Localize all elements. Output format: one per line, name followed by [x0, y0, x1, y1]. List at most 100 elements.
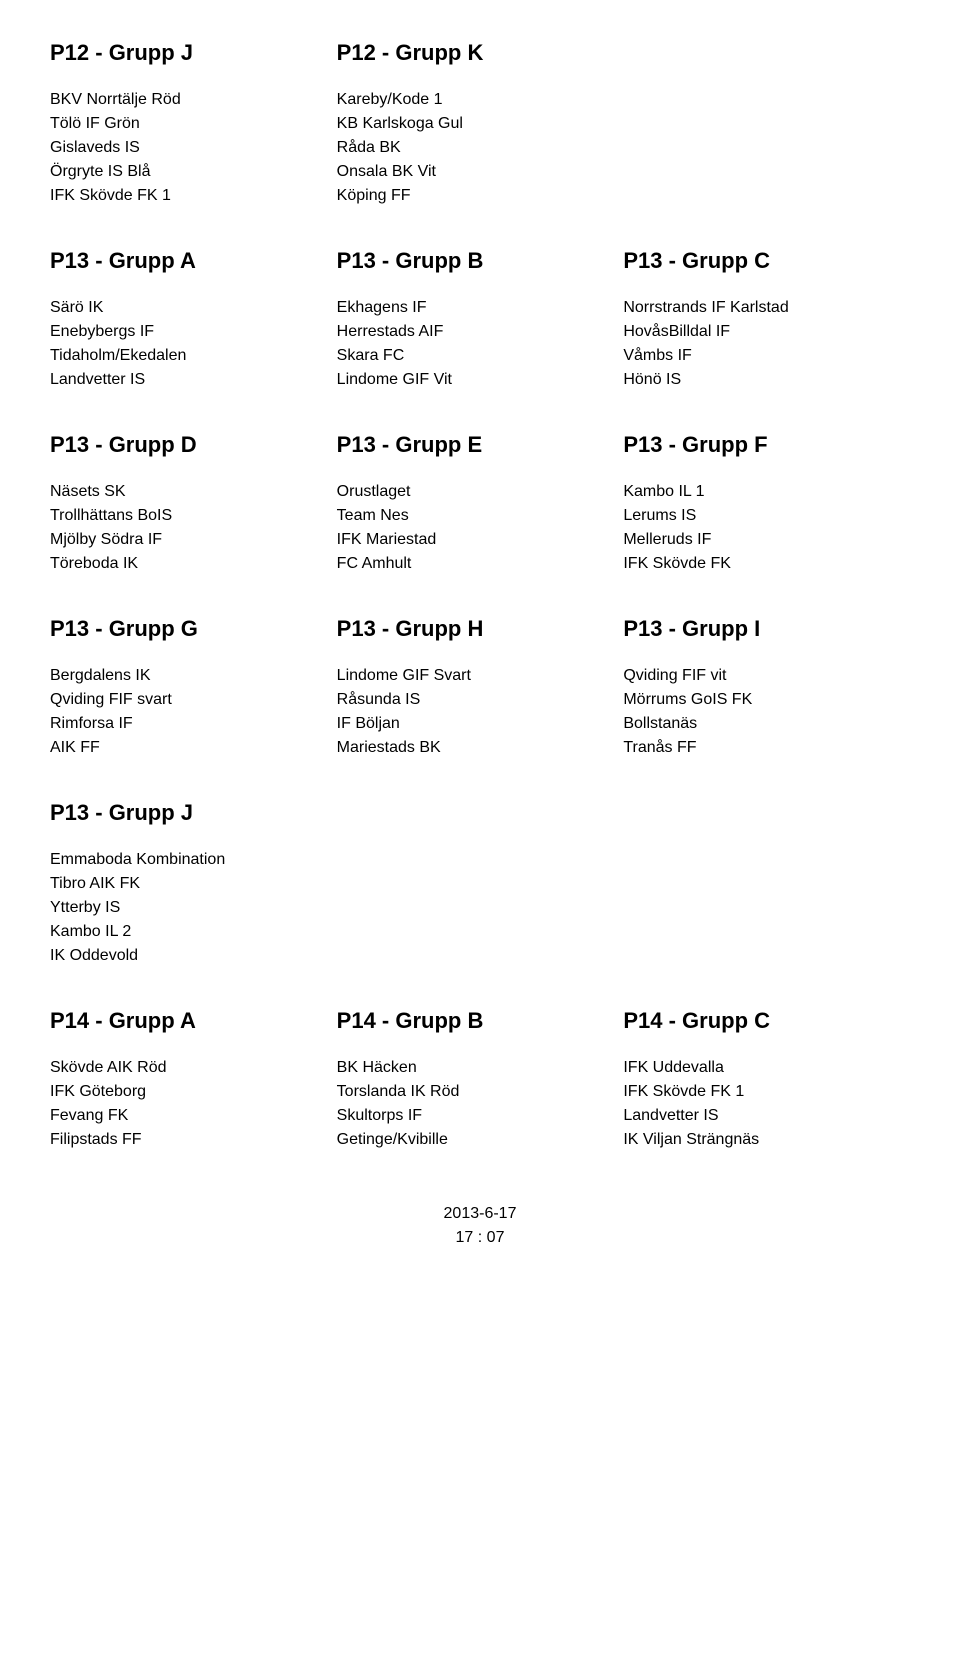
- team-name: Hönö IS: [623, 368, 910, 392]
- team-name: Filipstads FF: [50, 1128, 337, 1152]
- team-name: Örgryte IS Blå: [50, 160, 337, 184]
- team-name: Ytterby IS: [50, 896, 337, 920]
- team-name: Herrestads AIF: [337, 320, 624, 344]
- team-name: Qviding FIF vit: [623, 664, 910, 688]
- team-name: FC Amhult: [337, 552, 624, 576]
- team-name: Kambo IL 2: [50, 920, 337, 944]
- team-name: Tölö IF Grön: [50, 112, 337, 136]
- team-name: Orustlaget: [337, 480, 624, 504]
- footer: 2013-6-17 17 : 07: [50, 1202, 910, 1250]
- group-column: P12 - Grupp K Kareby/Kode 1KB Karlskoga G…: [337, 40, 624, 208]
- group-heading: P12 - Grupp J: [50, 40, 337, 66]
- group-column: P14 - Grupp BBK HäckenTorslanda IK RödSk…: [337, 1008, 624, 1152]
- team-name: KB Karlskoga Gul: [337, 112, 624, 136]
- group-row: P13 - Grupp DNäsets SKTrollhättans BoISM…: [50, 432, 910, 576]
- team-name: IFK Uddevalla: [623, 1056, 910, 1080]
- team-name: Enebybergs IF: [50, 320, 337, 344]
- team-name: Bergdalens IK: [50, 664, 337, 688]
- team-name: Landvetter IS: [623, 1104, 910, 1128]
- team-name: Kareby/Kode 1: [337, 88, 624, 112]
- team-name: IFK Skövde FK: [623, 552, 910, 576]
- group-heading: P14 - Grupp C: [623, 1008, 910, 1034]
- team-name: Lerums IS: [623, 504, 910, 528]
- group-column: P13 - Grupp E OrustlagetTeam NesIFK Marie…: [337, 432, 624, 576]
- group-heading: P13 - Grupp D: [50, 432, 337, 458]
- team-name: HovåsBilldal IF: [623, 320, 910, 344]
- team-name: BKV Norrtälje Röd: [50, 88, 337, 112]
- group-heading: P13 - Grupp A: [50, 248, 337, 274]
- group-heading: P13 - Grupp G: [50, 616, 337, 642]
- group-row: P13 - Grupp G Bergdalens IKQviding FIF sv…: [50, 616, 910, 760]
- group-column: P14 - Grupp ASkövde AIK RödIFK GöteborgF…: [50, 1008, 337, 1152]
- group-column: P12 - Grupp J BKV Norrtälje RödTölö IF Gr…: [50, 40, 337, 208]
- team-name: Bollstanäs: [623, 712, 910, 736]
- team-name: Lindome GIF Vit: [337, 368, 624, 392]
- team-name: AIK FF: [50, 736, 337, 760]
- group-heading: P13 - Grupp E: [337, 432, 624, 458]
- team-name: Lindome GIF Svart: [337, 664, 624, 688]
- team-name: Getinge/Kvibille: [337, 1128, 624, 1152]
- group-column: P13 - Grupp FKambo IL 1Lerums ISMellerud…: [623, 432, 910, 576]
- team-name: Norrstrands IF Karlstad: [623, 296, 910, 320]
- team-name: Mjölby Södra IF: [50, 528, 337, 552]
- team-name: IK Viljan Strängnäs: [623, 1128, 910, 1152]
- team-name: Särö IK: [50, 296, 337, 320]
- team-name: Skövde AIK Röd: [50, 1056, 337, 1080]
- group-heading: P14 - Grupp A: [50, 1008, 337, 1034]
- team-name: Köping FF: [337, 184, 624, 208]
- team-name: Skultorps IF: [337, 1104, 624, 1128]
- team-name: Rimforsa IF: [50, 712, 337, 736]
- group-row: P14 - Grupp ASkövde AIK RödIFK GöteborgF…: [50, 1008, 910, 1152]
- team-name: IFK Skövde FK 1: [623, 1080, 910, 1104]
- team-name: Råsunda IS: [337, 688, 624, 712]
- team-name: Mariestads BK: [337, 736, 624, 760]
- team-name: Mörrums GoIS FK: [623, 688, 910, 712]
- group-column: P13 - Grupp J Emmaboda KombinationTibro A…: [50, 800, 337, 968]
- team-name: Gislaveds IS: [50, 136, 337, 160]
- team-name: Trollhättans BoIS: [50, 504, 337, 528]
- team-name: Våmbs IF: [623, 344, 910, 368]
- team-name: IFK Göteborg: [50, 1080, 337, 1104]
- group-column: P13 - Grupp B Ekhagens IFHerrestads AIFSk…: [337, 248, 624, 392]
- footer-time: 17 : 07: [50, 1226, 910, 1250]
- team-name: IF Böljan: [337, 712, 624, 736]
- group-column: P13 - Grupp H Lindome GIF SvartRåsunda IS…: [337, 616, 624, 760]
- team-name: IK Oddevold: [50, 944, 337, 968]
- team-name: Fevang FK: [50, 1104, 337, 1128]
- team-name: Råda BK: [337, 136, 624, 160]
- group-column: P14 - Grupp C IFK UddevallaIFK Skövde FK …: [623, 1008, 910, 1152]
- team-name: Skara FC: [337, 344, 624, 368]
- group-column: [337, 800, 624, 968]
- group-heading: P14 - Grupp B: [337, 1008, 624, 1034]
- group-row: P13 - Grupp A Särö IKEnebybergs IFTidahol…: [50, 248, 910, 392]
- group-heading: P12 - Grupp K: [337, 40, 624, 66]
- group-row: P12 - Grupp J BKV Norrtälje RödTölö IF Gr…: [50, 40, 910, 208]
- team-name: Team Nes: [337, 504, 624, 528]
- group-heading: P13 - Grupp I: [623, 616, 910, 642]
- team-name: IFK Mariestad: [337, 528, 624, 552]
- group-column: P13 - Grupp G Bergdalens IKQviding FIF sv…: [50, 616, 337, 760]
- group-column: P13 - Grupp I Qviding FIF vitMörrums GoIS…: [623, 616, 910, 760]
- team-name: Melleruds IF: [623, 528, 910, 552]
- group-column: [623, 40, 910, 208]
- group-heading: P13 - Grupp J: [50, 800, 337, 826]
- group-column: P13 - Grupp D Näsets SKTrollhättans BoISM…: [50, 432, 337, 576]
- team-name: Tidaholm/Ekedalen: [50, 344, 337, 368]
- group-column: [623, 800, 910, 968]
- team-name: BK Häcken: [337, 1056, 624, 1080]
- team-name: Qviding FIF svart: [50, 688, 337, 712]
- group-column: P13 - Grupp A Särö IKEnebybergs IFTidahol…: [50, 248, 337, 392]
- team-name: Kambo IL 1: [623, 480, 910, 504]
- team-name: Tranås FF: [623, 736, 910, 760]
- group-row: P13 - Grupp J Emmaboda KombinationTibro A…: [50, 800, 910, 968]
- team-name: Emmaboda Kombination: [50, 848, 337, 872]
- group-heading: P13 - Grupp H: [337, 616, 624, 642]
- group-heading: P13 - Grupp B: [337, 248, 624, 274]
- team-name: Ekhagens IF: [337, 296, 624, 320]
- team-name: Onsala BK Vit: [337, 160, 624, 184]
- team-name: Tibro AIK FK: [50, 872, 337, 896]
- team-name: IFK Skövde FK 1: [50, 184, 337, 208]
- team-name: Näsets SK: [50, 480, 337, 504]
- group-column: P13 - Grupp CNorrstrands IF KarlstadHovå…: [623, 248, 910, 392]
- team-name: Landvetter IS: [50, 368, 337, 392]
